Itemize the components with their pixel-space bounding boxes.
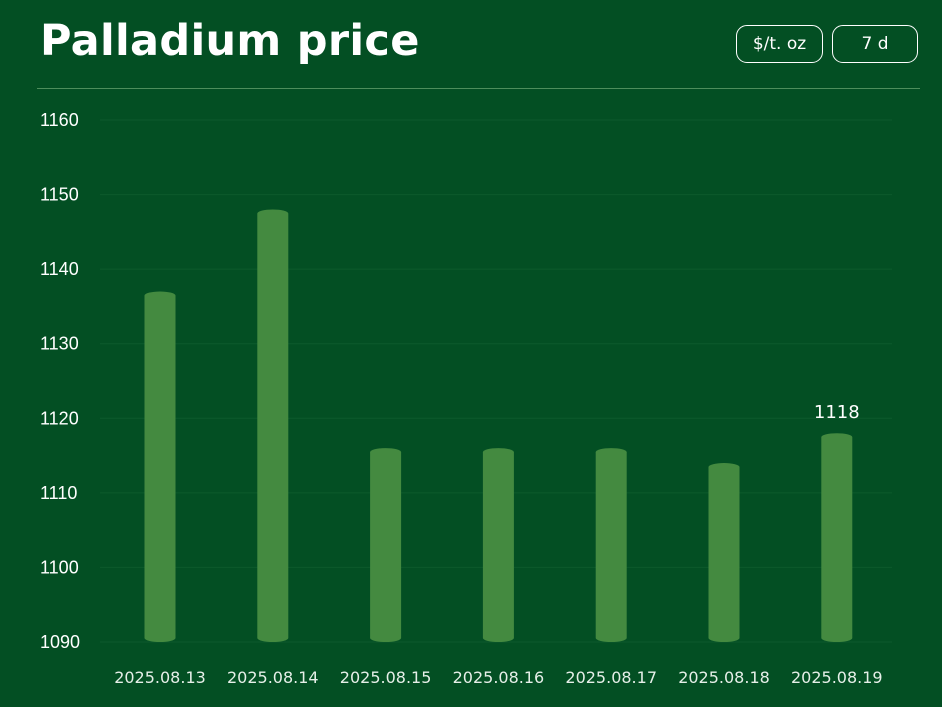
x-tick-label: 2025.08.19 bbox=[791, 668, 883, 687]
bar[interactable] bbox=[821, 433, 853, 642]
bar[interactable] bbox=[370, 448, 402, 642]
x-tick-label: 2025.08.13 bbox=[114, 668, 206, 687]
x-tick-label: 2025.08.18 bbox=[678, 668, 770, 687]
data-label: 1118 bbox=[814, 402, 860, 423]
bars bbox=[144, 209, 853, 642]
range-selector-button[interactable]: 7 d bbox=[832, 25, 918, 63]
y-tick-label: 1130 bbox=[40, 334, 79, 354]
header-divider bbox=[37, 88, 920, 89]
bar[interactable] bbox=[144, 291, 176, 642]
unit-selector-button[interactable]: $/t. oz bbox=[736, 25, 823, 63]
bar[interactable] bbox=[257, 209, 289, 642]
y-tick-label: 1140 bbox=[40, 259, 79, 279]
x-tick-label: 2025.08.17 bbox=[565, 668, 657, 687]
bar[interactable] bbox=[595, 448, 627, 642]
y-axis-ticks: 1090 1100 1110 1120 1130 1140 1150 1160 bbox=[40, 110, 80, 652]
x-tick-label: 2025.08.14 bbox=[227, 668, 319, 687]
chart-title: Palladium price bbox=[40, 16, 420, 66]
y-tick-label: 1090 bbox=[40, 632, 80, 652]
y-tick-label: 1120 bbox=[40, 408, 79, 428]
x-tick-label: 2025.08.16 bbox=[453, 668, 545, 687]
data-labels: 1118 bbox=[814, 402, 860, 423]
y-tick-label: 1110 bbox=[40, 483, 77, 503]
bar[interactable] bbox=[482, 448, 514, 642]
y-tick-label: 1160 bbox=[40, 110, 79, 130]
grid-lines bbox=[100, 119, 892, 643]
x-tick-label: 2025.08.15 bbox=[340, 668, 432, 687]
bar[interactable] bbox=[708, 463, 740, 642]
x-axis-ticks: 2025.08.13 2025.08.14 2025.08.15 2025.08.16… bbox=[114, 668, 882, 687]
y-tick-label: 1150 bbox=[40, 185, 79, 205]
y-tick-label: 1100 bbox=[40, 557, 79, 577]
